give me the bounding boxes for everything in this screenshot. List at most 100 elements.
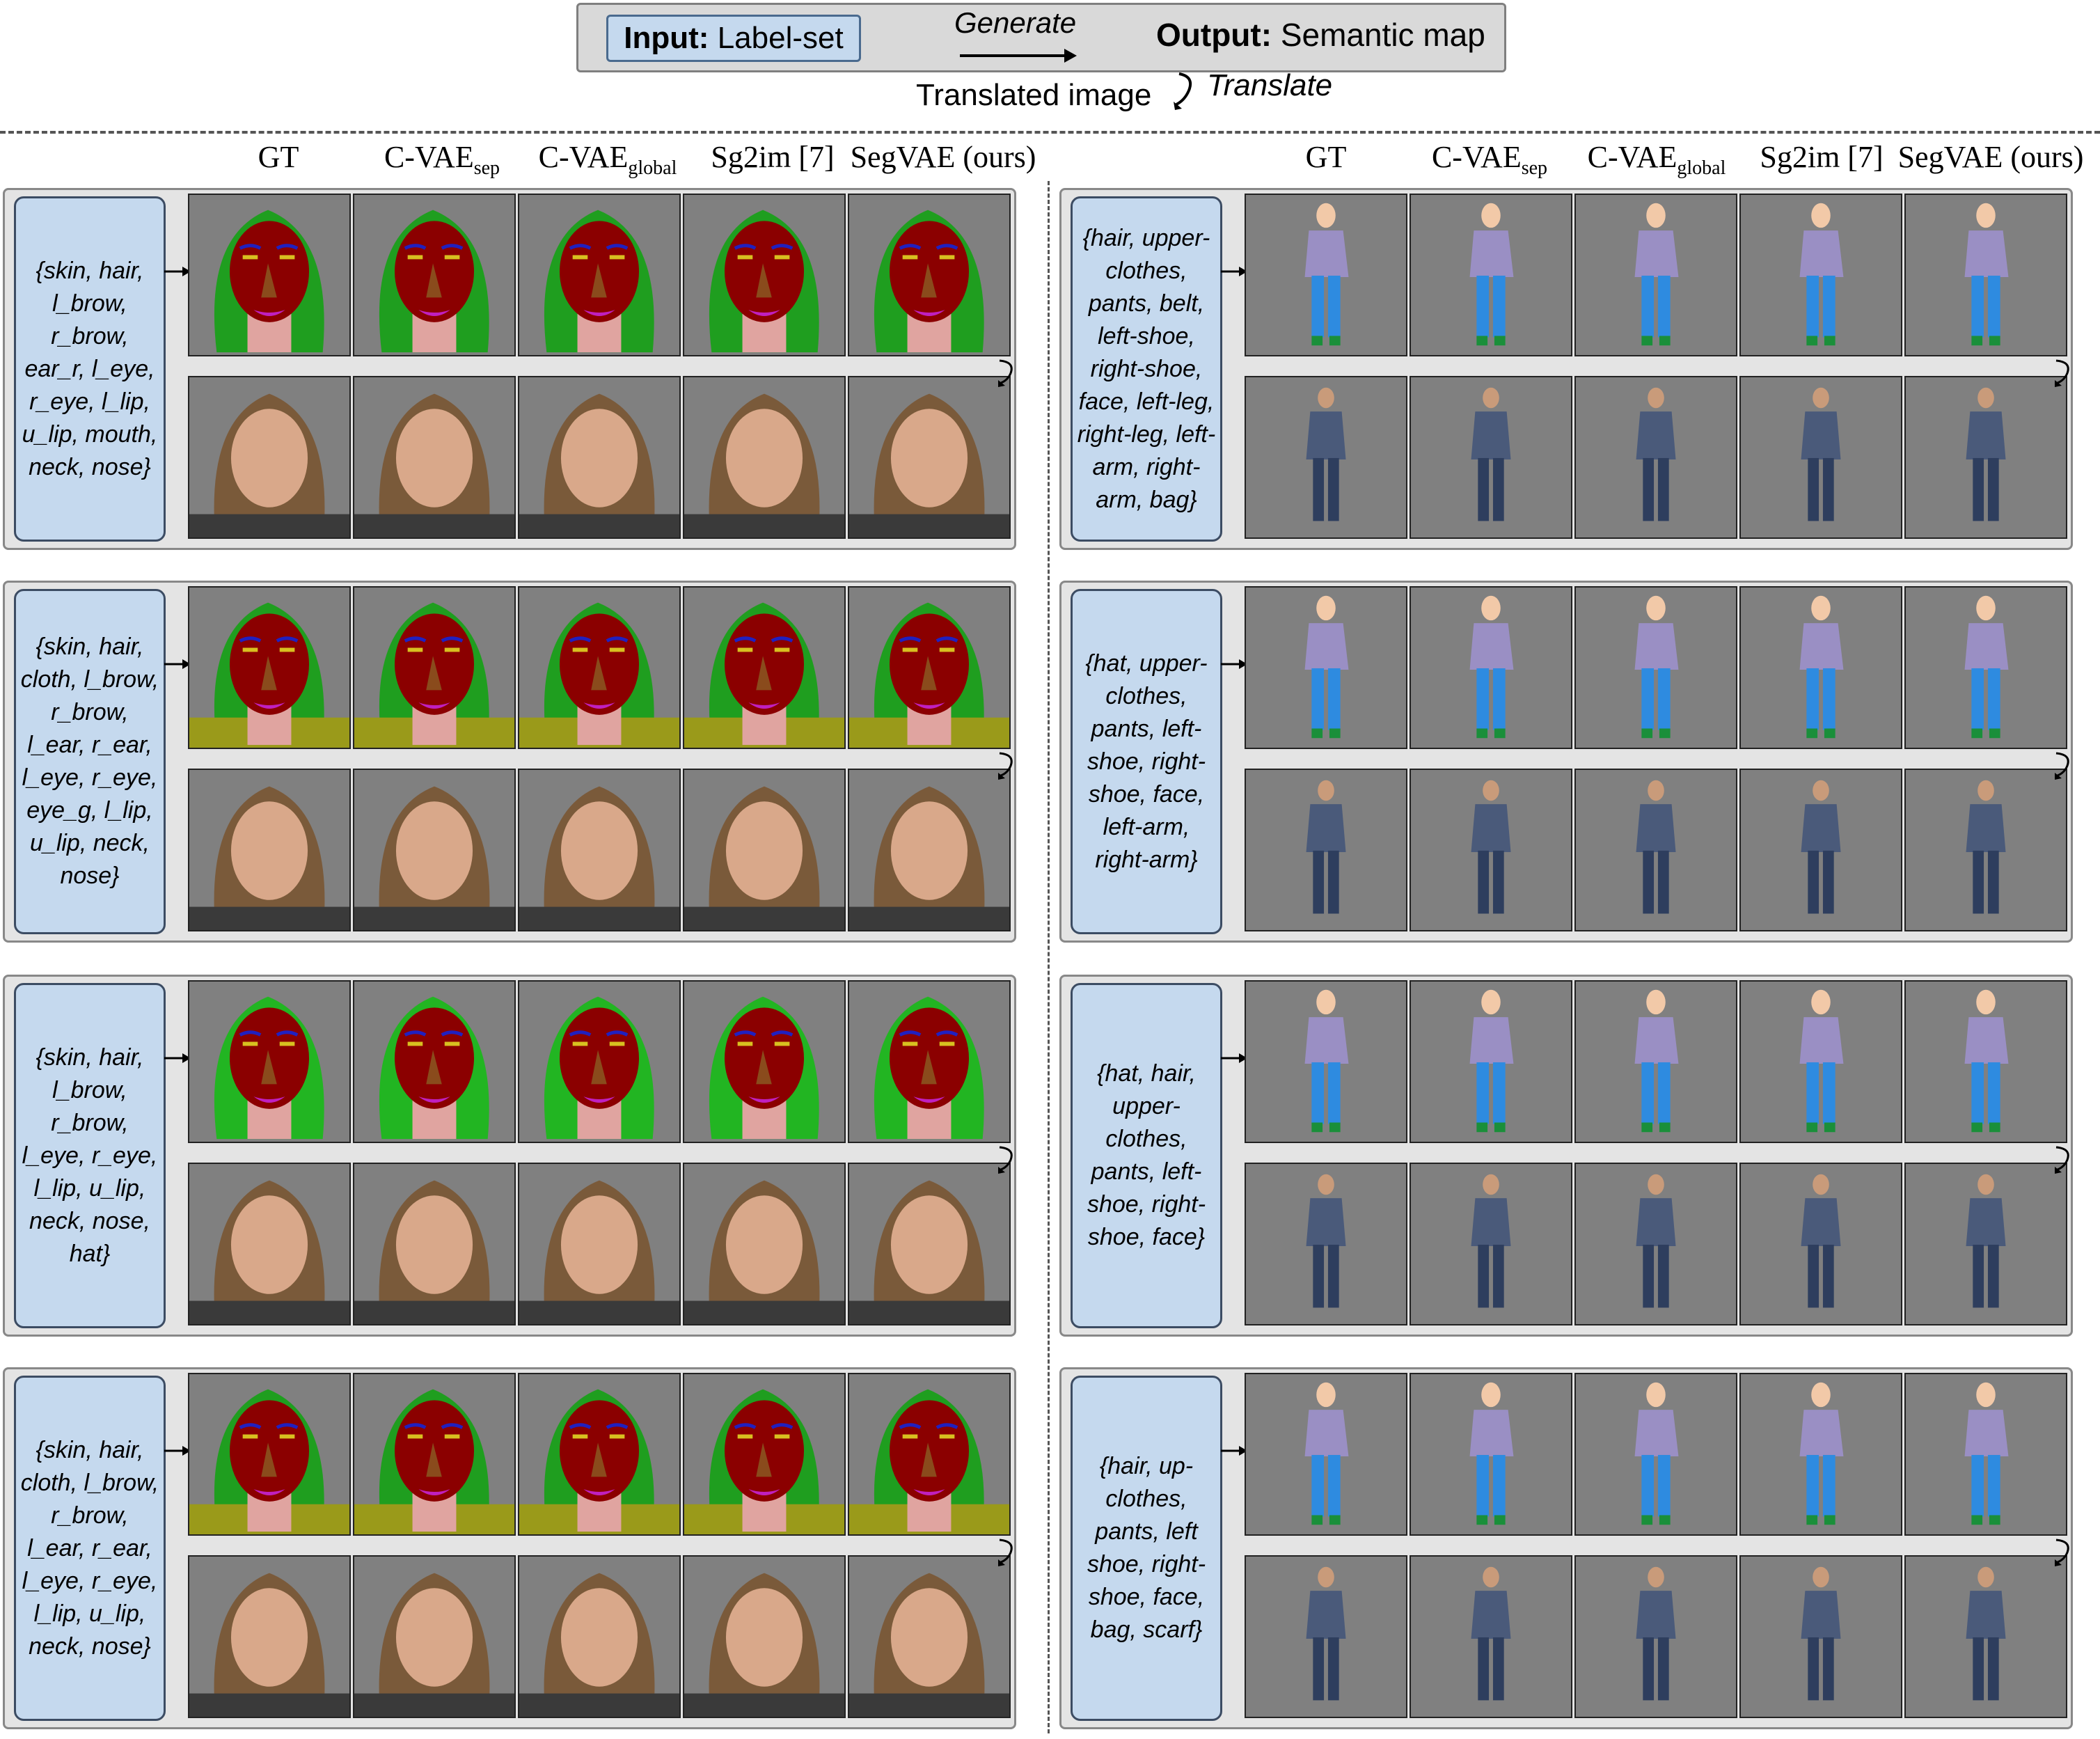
left-img-0-2-graphic	[519, 393, 679, 537]
column-subscript: sep	[1521, 157, 1548, 179]
column-subscript: global	[628, 157, 677, 179]
right-seg-2-2-graphic	[1634, 989, 1679, 1133]
left-img-3-1-graphic	[354, 1573, 514, 1717]
output-bold: Output:	[1156, 17, 1272, 53]
right-img-3-1-graphic	[1471, 1566, 1511, 1701]
left-img-3-0-graphic	[189, 1573, 349, 1717]
left-seg-1-2	[518, 586, 681, 749]
right-seg-1-2	[1574, 586, 1737, 749]
right-seg-2-0-graphic	[1304, 989, 1349, 1133]
right-label-set-0: {hair, upper-clothes, pants, belt, left-…	[1071, 196, 1222, 542]
label-set-text: {hair, upper-clothes, pants, belt, left-…	[1077, 224, 1216, 513]
right-seg-1-0	[1245, 586, 1407, 749]
right-seg-2-3-graphic	[1799, 989, 1844, 1133]
right-img-1-1-graphic	[1471, 780, 1511, 914]
input-arrow-icon	[164, 1053, 191, 1063]
left-seg-2-1	[353, 980, 516, 1143]
input-arrow-icon	[1221, 659, 1247, 669]
right-img-3-0	[1245, 1555, 1407, 1718]
left-seg-0-0-graphic	[214, 210, 324, 353]
left-img-3-1	[353, 1555, 516, 1718]
left-seg-3-3	[683, 1373, 846, 1536]
label-set-text: {skin, hair, l_brow, r_brow, ear_r, l_ey…	[22, 257, 158, 480]
left-seg-2-0-graphic	[214, 996, 324, 1140]
right-img-0-3-graphic	[1801, 387, 1841, 521]
right-seg-0-0-graphic	[1304, 203, 1349, 346]
right-img-3-0-graphic	[1306, 1566, 1346, 1701]
right-img-0-4	[1904, 376, 2067, 539]
right-seg-3-1	[1410, 1373, 1572, 1536]
label-set-text: {hat, upper-clothes, pants, left-shoe, r…	[1085, 650, 1208, 873]
left-img-0-4-graphic	[849, 393, 1009, 537]
input-bold: Input:	[624, 21, 709, 55]
input-text: Label-set	[717, 21, 844, 55]
left-seg-1-0	[188, 586, 351, 749]
translate-arrow-icon	[1174, 72, 1192, 110]
right-seg-3-1-graphic	[1469, 1382, 1514, 1525]
horizontal-divider	[0, 131, 2100, 134]
right-seg-2-1-graphic	[1469, 989, 1514, 1133]
left-img-0-0	[188, 376, 351, 539]
left-img-2-0-graphic	[189, 1180, 349, 1324]
left-img-1-1	[353, 769, 516, 931]
column-header-right-0: GT	[1222, 139, 1430, 175]
right-img-1-2-graphic	[1636, 780, 1676, 914]
label-set-text: {skin, hair, cloth, l_brow, r_brow, l_ea…	[20, 634, 159, 889]
left-img-0-4	[848, 376, 1011, 539]
right-seg-0-3-graphic	[1799, 203, 1844, 346]
left-seg-1-1	[353, 586, 516, 749]
left-seg-1-3	[683, 586, 846, 749]
left-seg-3-2	[518, 1373, 681, 1536]
right-seg-2-2	[1574, 980, 1737, 1143]
left-img-2-0	[188, 1163, 351, 1325]
left-seg-2-4-graphic	[874, 996, 984, 1140]
right-img-2-2	[1574, 1163, 1737, 1325]
column-subscript: global	[1677, 157, 1726, 179]
left-img-0-0-graphic	[189, 393, 349, 537]
right-seg-1-3-graphic	[1799, 595, 1844, 739]
left-seg-1-3-graphic	[684, 602, 844, 748]
right-label-set-2: {hat, hair, upper-clothes, pants, left-s…	[1071, 983, 1222, 1328]
left-img-0-1	[353, 376, 516, 539]
left-label-set-1: {skin, hair, cloth, l_brow, r_brow, l_ea…	[14, 589, 166, 934]
pipeline-legend: Input: Label-set Generate Output: Semant…	[576, 3, 1506, 72]
left-seg-0-1-graphic	[379, 210, 489, 353]
left-img-2-2-graphic	[519, 1180, 679, 1324]
left-img-3-3-graphic	[684, 1573, 844, 1717]
right-img-0-1-graphic	[1471, 387, 1511, 521]
right-seg-1-0-graphic	[1304, 595, 1349, 739]
left-img-3-3	[683, 1555, 846, 1718]
column-title: Sg2im [7]	[1760, 140, 1884, 174]
left-seg-3-1	[353, 1373, 516, 1536]
left-img-2-2	[518, 1163, 681, 1325]
right-img-3-1	[1410, 1555, 1572, 1718]
left-img-2-1	[353, 1163, 516, 1325]
left-seg-3-1-graphic	[354, 1389, 514, 1534]
right-img-2-4-graphic	[1966, 1174, 2006, 1308]
column-subscript: sep	[473, 157, 500, 179]
left-img-1-3-graphic	[684, 786, 844, 930]
left-img-2-4-graphic	[849, 1180, 1009, 1324]
left-img-3-4-graphic	[849, 1573, 1009, 1717]
output-text: Semantic map	[1280, 17, 1485, 53]
left-seg-3-2-graphic	[519, 1389, 679, 1534]
column-title: C-VAE	[384, 140, 474, 174]
right-seg-2-4	[1904, 980, 2067, 1143]
input-arrow-icon	[164, 267, 191, 276]
left-seg-0-1	[353, 194, 516, 356]
right-seg-0-3	[1739, 194, 1902, 356]
left-img-3-2-graphic	[519, 1573, 679, 1717]
right-seg-1-1	[1410, 586, 1572, 749]
right-seg-2-4-graphic	[1964, 989, 2009, 1133]
right-seg-3-3-graphic	[1799, 1382, 1844, 1525]
left-seg-2-2	[518, 980, 681, 1143]
column-title: SegVAE (ours)	[850, 140, 1036, 174]
right-seg-3-2-graphic	[1634, 1382, 1679, 1525]
left-seg-1-4-graphic	[849, 602, 1009, 748]
right-img-0-2	[1574, 376, 1737, 539]
left-img-1-4-graphic	[849, 786, 1009, 930]
right-img-1-0	[1245, 769, 1407, 931]
left-img-2-3-graphic	[684, 1180, 844, 1324]
right-seg-0-0	[1245, 194, 1407, 356]
